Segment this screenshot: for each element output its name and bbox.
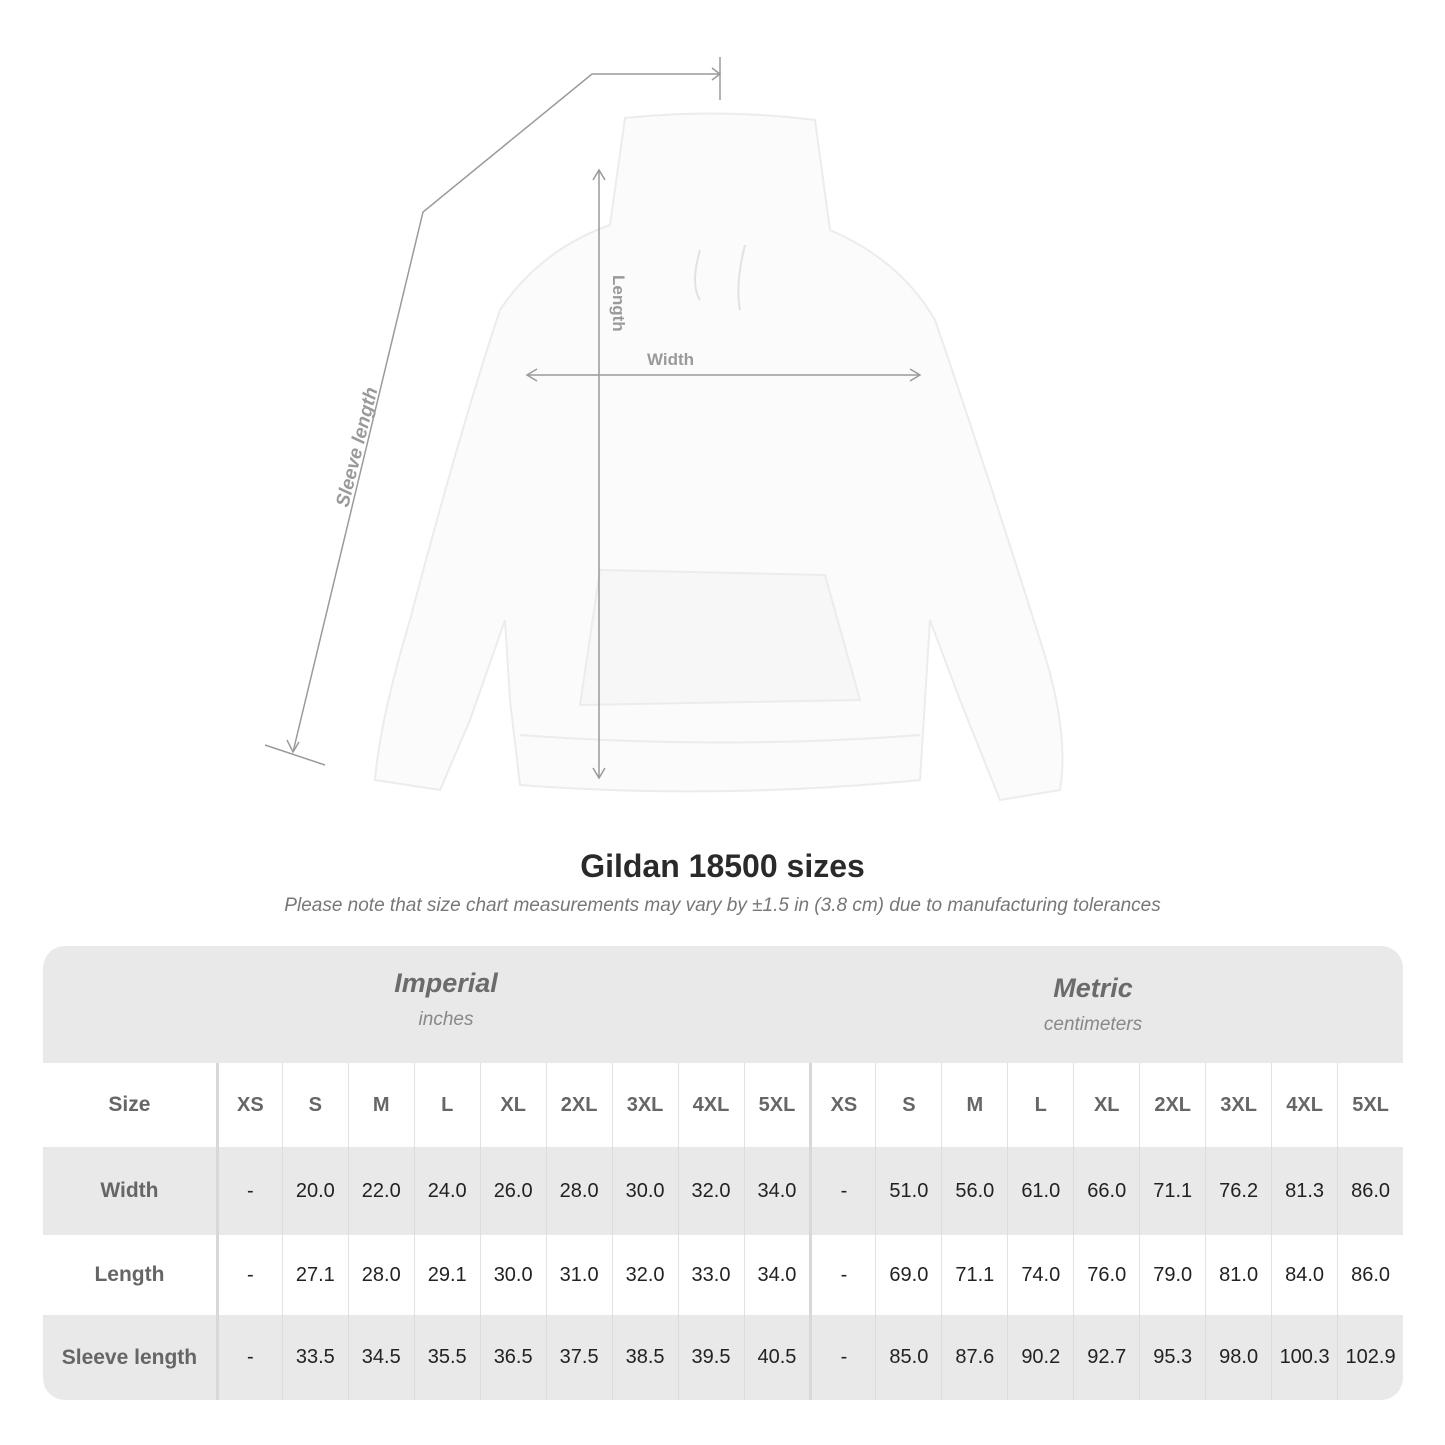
metric-value-cell: 92.7 bbox=[1073, 1315, 1139, 1400]
imperial-size-header: L bbox=[413, 1063, 480, 1147]
metric-title: Metric bbox=[1053, 973, 1133, 1003]
row-label: Length bbox=[94, 1263, 165, 1286]
metric-size-header: XS bbox=[809, 1063, 875, 1147]
imperial-size-header: M bbox=[347, 1063, 414, 1147]
metric-size-header: L bbox=[1007, 1063, 1073, 1147]
imperial-value-cell: 40.5 bbox=[743, 1315, 810, 1400]
metric-unit: centimeters bbox=[1043, 1014, 1143, 1035]
imperial-size-header: 2XL bbox=[545, 1063, 612, 1147]
metric-value-cell: 81.3 bbox=[1271, 1147, 1337, 1235]
imperial-value-cell: 30.0 bbox=[479, 1235, 546, 1315]
metric-value-cell: 85.0 bbox=[875, 1315, 941, 1400]
unit-header-band: Imperial inches Metric centimeters bbox=[43, 946, 1403, 1063]
imperial-value-cell: 28.0 bbox=[545, 1147, 612, 1235]
imperial-value-cell: 34.5 bbox=[347, 1315, 414, 1400]
imperial-value-cell: 27.1 bbox=[281, 1235, 348, 1315]
metric-value-cell: 76.2 bbox=[1205, 1147, 1271, 1235]
metric-value-cell: 69.0 bbox=[875, 1235, 941, 1315]
metric-value-cell: - bbox=[809, 1235, 875, 1315]
metric-value-cell: - bbox=[809, 1315, 875, 1400]
row-label: Width bbox=[100, 1179, 159, 1202]
metric-value-cell: 86.0 bbox=[1337, 1147, 1403, 1235]
metric-value-cell: 98.0 bbox=[1205, 1315, 1271, 1400]
imperial-size-header: 3XL bbox=[611, 1063, 678, 1147]
page-title: Gildan 18500 sizes bbox=[580, 848, 865, 884]
metric-value-cell: 81.0 bbox=[1205, 1235, 1271, 1315]
row-label: Sleeve length bbox=[61, 1345, 198, 1369]
imperial-size-header: XL bbox=[479, 1063, 546, 1147]
imperial-value-cell: 22.0 bbox=[347, 1147, 414, 1235]
metric-size-header: 5XL bbox=[1337, 1063, 1403, 1147]
size-header-row: Size XS S M L XL 2XL 3XL 4XL 5XL XS S M L XL 2XL 3XL 4XL 5… bbox=[43, 1063, 1403, 1147]
tolerance-note: Please note that size chart measurements… bbox=[284, 895, 1161, 916]
table-row: Width -20.0 22.0 24.0 26.0 28.0 30.0 32.0 34.0-5… bbox=[43, 1147, 1403, 1235]
hoodie-illustration: Sleeve length Length Width bbox=[264, 57, 1064, 802]
imperial-value-cell: 28.0 bbox=[347, 1235, 414, 1315]
imperial-value-cell: 33.0 bbox=[677, 1235, 744, 1315]
metric-value-cell: 102.9 bbox=[1337, 1315, 1403, 1400]
metric-value-cell: 79.0 bbox=[1139, 1235, 1205, 1315]
imperial-value-cell: 37.5 bbox=[545, 1315, 612, 1400]
imperial-size-header: XS bbox=[215, 1063, 282, 1147]
imperial-value-cell: - bbox=[215, 1235, 282, 1315]
measurement-lines bbox=[264, 57, 922, 780]
table-row: Sleeve length -33.5 34.5 35.5 36.5 37.5 38.5 39… bbox=[43, 1315, 1403, 1400]
metric-size-header: 4XL bbox=[1271, 1063, 1337, 1147]
size-column-label: Size bbox=[108, 1093, 151, 1116]
metric-value-cell: 95.3 bbox=[1139, 1315, 1205, 1400]
imperial-size-header: S bbox=[281, 1063, 348, 1147]
metric-header: Metric centimeters bbox=[863, 973, 1323, 1036]
metric-value-cell: 74.0 bbox=[1007, 1235, 1073, 1315]
imperial-value-cell: 20.0 bbox=[281, 1147, 348, 1235]
imperial-value-cell: 26.0 bbox=[479, 1147, 546, 1235]
imperial-value-cell: - bbox=[215, 1147, 282, 1235]
length-label: Length bbox=[609, 275, 628, 332]
imperial-value-cell: 34.0 bbox=[743, 1147, 810, 1235]
imperial-value-cell: 36.5 bbox=[479, 1315, 546, 1400]
metric-size-header: S bbox=[875, 1063, 941, 1147]
imperial-value-cell: 32.0 bbox=[677, 1147, 744, 1235]
metric-size-header: M bbox=[941, 1063, 1007, 1147]
imperial-value-cell: 31.0 bbox=[545, 1235, 612, 1315]
imperial-value-cell: - bbox=[215, 1315, 282, 1400]
metric-value-cell: 84.0 bbox=[1271, 1235, 1337, 1315]
sleeve-length-label: Sleeve length bbox=[332, 385, 382, 509]
imperial-value-cell: 35.5 bbox=[413, 1315, 480, 1400]
imperial-value-cell: 38.5 bbox=[611, 1315, 678, 1400]
metric-size-header: XL bbox=[1073, 1063, 1139, 1147]
imperial-value-cell: 34.0 bbox=[743, 1235, 810, 1315]
metric-value-cell: 66.0 bbox=[1073, 1147, 1139, 1235]
imperial-unit: inches bbox=[418, 1009, 474, 1030]
imperial-title: Imperial bbox=[394, 968, 498, 998]
imperial-value-cell: 39.5 bbox=[677, 1315, 744, 1400]
metric-value-cell: 86.0 bbox=[1337, 1235, 1403, 1315]
metric-size-header: 2XL bbox=[1139, 1063, 1205, 1147]
metric-value-cell: 90.2 bbox=[1007, 1315, 1073, 1400]
width-label: Width bbox=[647, 350, 694, 369]
imperial-value-cell: 30.0 bbox=[611, 1147, 678, 1235]
metric-size-header: 3XL bbox=[1205, 1063, 1271, 1147]
metric-value-cell: 51.0 bbox=[875, 1147, 941, 1235]
imperial-value-cell: 24.0 bbox=[413, 1147, 480, 1235]
metric-value-cell: - bbox=[809, 1147, 875, 1235]
table-row: Length -27.1 28.0 29.1 30.0 31.0 32.0 33.0 34.0-… bbox=[43, 1235, 1403, 1315]
metric-value-cell: 76.0 bbox=[1073, 1235, 1139, 1315]
imperial-value-cell: 33.5 bbox=[281, 1315, 348, 1400]
size-table: Imperial inches Metric centimeters Size X… bbox=[43, 946, 1403, 1400]
imperial-value-cell: 29.1 bbox=[413, 1235, 480, 1315]
imperial-size-header: 4XL bbox=[677, 1063, 744, 1147]
metric-value-cell: 61.0 bbox=[1007, 1147, 1073, 1235]
imperial-header: Imperial inches bbox=[216, 968, 676, 1031]
imperial-size-header: 5XL bbox=[743, 1063, 810, 1147]
metric-value-cell: 87.6 bbox=[941, 1315, 1007, 1400]
metric-value-cell: 71.1 bbox=[1139, 1147, 1205, 1235]
metric-value-cell: 100.3 bbox=[1271, 1315, 1337, 1400]
hoodie-image bbox=[373, 112, 1064, 802]
imperial-value-cell: 32.0 bbox=[611, 1235, 678, 1315]
metric-value-cell: 71.1 bbox=[941, 1235, 1007, 1315]
metric-value-cell: 56.0 bbox=[941, 1147, 1007, 1235]
